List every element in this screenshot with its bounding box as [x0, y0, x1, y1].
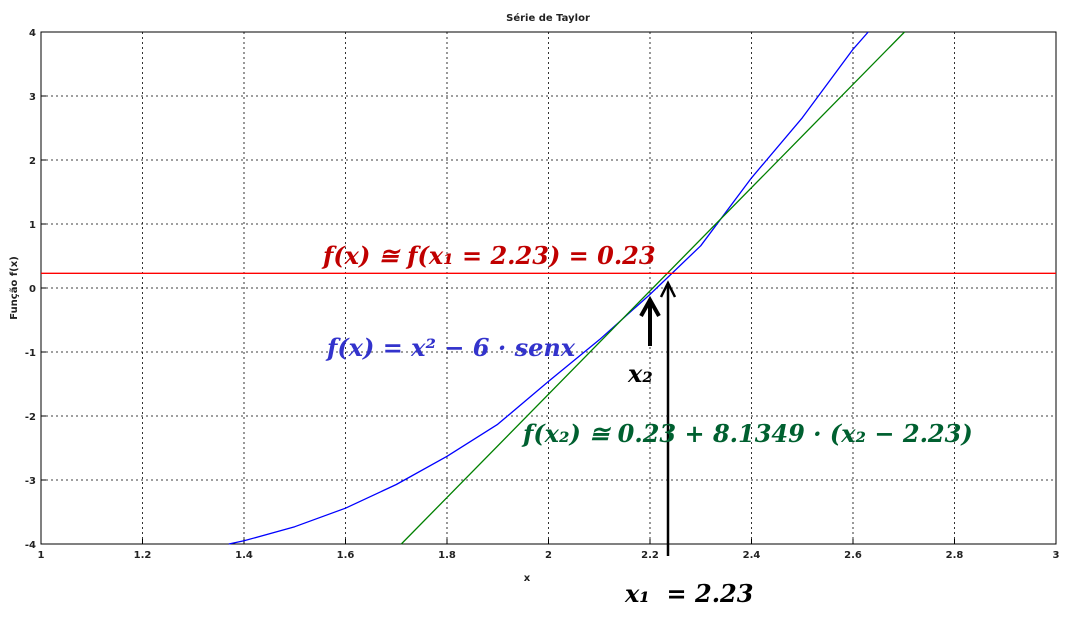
series-group	[41, 31, 1056, 545]
x-tick-label: 1.2	[134, 550, 152, 561]
x-tick-label: 1.6	[337, 550, 355, 561]
x-axis-label: x	[524, 573, 531, 584]
x-tick-label: 3	[1053, 550, 1060, 561]
x-tick-label: 2.6	[844, 550, 862, 561]
grid	[41, 32, 1056, 544]
y-tick-label: 1	[29, 220, 36, 231]
tick-labels: 1 1.2 1.4 1.6 1.8 2 2.2 2.4 2.6 2.8 3 -4 -3 -2 -1 0 1 2 3 4	[25, 28, 1060, 561]
y-tick-label: 0	[29, 284, 36, 295]
x1-arrow	[659, 280, 677, 556]
x2-arrow	[639, 295, 661, 346]
y-tick-label: -2	[25, 412, 36, 423]
x-tick-label: 2	[545, 550, 552, 561]
annotation-x1: x₁ = 2.23	[624, 579, 753, 608]
x-tick-label: 1	[38, 550, 45, 561]
annotation-linear-approx: f(x₂) ≅ 0.23 + 8.1349 · (x₂ − 2.23)	[521, 419, 973, 448]
y-tick-label: -1	[25, 348, 36, 359]
y-tick-label: -4	[25, 540, 36, 551]
x-tick-label: 2.4	[743, 550, 761, 561]
annotation-x2: x₂	[627, 359, 653, 388]
annotation-constant-approx: f(x) ≅ f(x₁ = 2.23) = 0.23	[321, 241, 656, 270]
x-tick-label: 1.8	[438, 550, 456, 561]
y-tick-label: -3	[25, 476, 36, 487]
x-tick-label: 2.2	[641, 550, 659, 561]
chart-title: Série de Taylor	[506, 12, 590, 24]
y-tick-label: 4	[29, 28, 36, 39]
y-tick-label: 2	[29, 156, 36, 167]
series-line-function	[228, 31, 869, 545]
y-tick-label: 3	[29, 92, 36, 103]
series-line-tangent	[400, 31, 905, 545]
x-tick-label: 1.4	[235, 550, 253, 561]
annotation-function: f(x) = x² − 6 · senx	[325, 333, 576, 362]
y-axis-label: Função f(x)	[9, 256, 20, 320]
x-tick-label: 2.8	[946, 550, 964, 561]
